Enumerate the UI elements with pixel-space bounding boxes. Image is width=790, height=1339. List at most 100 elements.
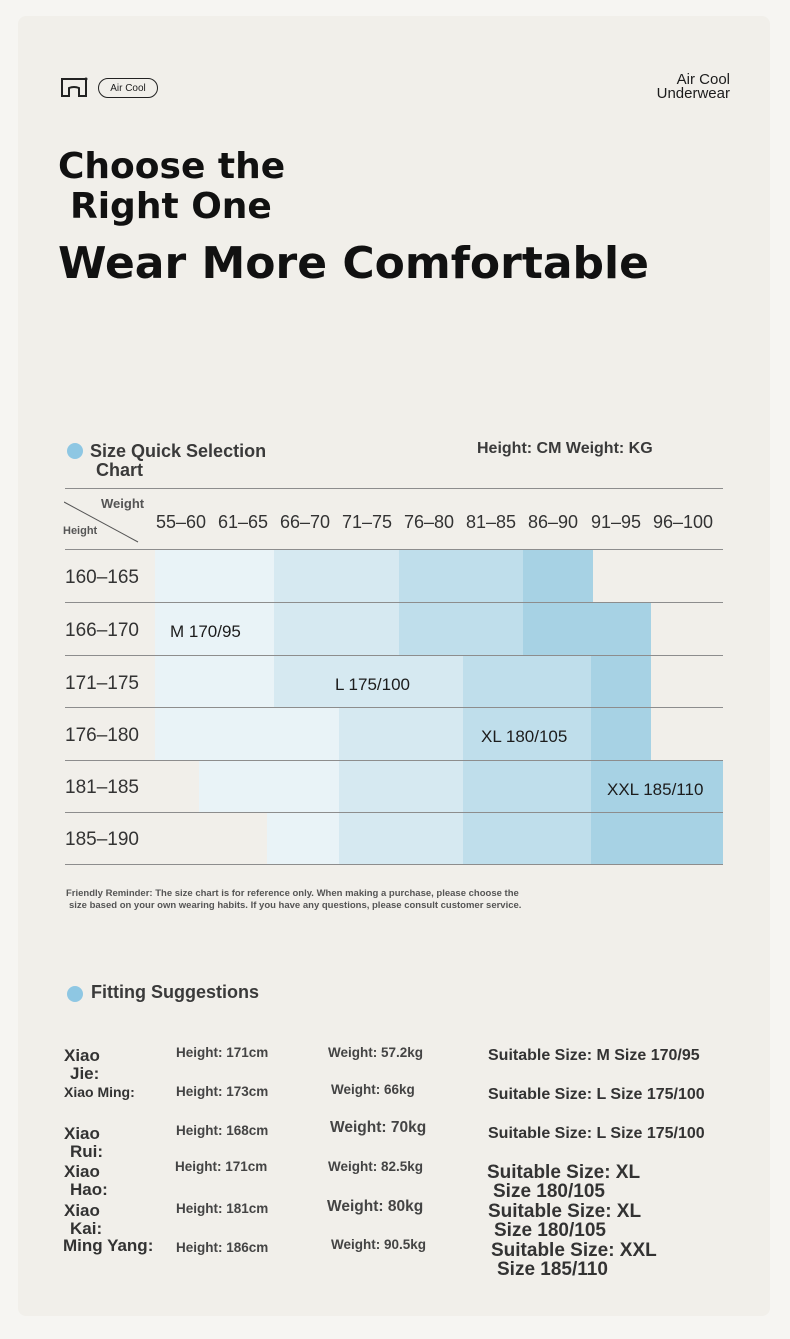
fit-name: Ming Yang: xyxy=(63,1236,154,1255)
height-row-label: 176–180 xyxy=(65,725,139,746)
size-region-xxl xyxy=(591,708,651,761)
size-chart-title: Size Quick Selection Chart xyxy=(90,442,266,480)
fit-weight: Weight: 90.5kg xyxy=(331,1237,427,1252)
fit-size: Suitable Size: L Size 175/100 xyxy=(488,1125,705,1142)
brand-line-1: Air Cool xyxy=(676,71,730,88)
fit-size-line-1: Suitable Size: XXL xyxy=(491,1240,657,1261)
fit-size-line-1: Suitable Size: XL xyxy=(488,1201,642,1222)
size-region-l xyxy=(274,550,399,603)
fit-size: Suitable Size: XL Size 180/105 xyxy=(488,1202,641,1240)
weight-header: 96–100 xyxy=(652,512,714,532)
size-region-l xyxy=(274,603,399,656)
fit-name-line-1: Xiao xyxy=(64,1162,100,1181)
weight-header: 76–80 xyxy=(403,512,455,532)
corner-diagonal xyxy=(64,501,139,543)
fitting-title: Fitting Suggestions xyxy=(91,982,259,1002)
size-label-m: M 170/95 xyxy=(170,622,241,641)
size-region-m xyxy=(199,761,339,813)
fit-size: Suitable Size: XL Size 180/105 xyxy=(487,1163,640,1201)
fit-weight: Weight: 82.5kg xyxy=(328,1159,424,1174)
row-rule xyxy=(65,549,723,550)
weight-header: 61–65 xyxy=(217,512,269,532)
fit-name-line-1: Xiao xyxy=(64,1124,100,1143)
headline-line-2: Right One xyxy=(70,186,272,227)
size-region-m xyxy=(155,603,274,656)
fit-name-line-1: Xiao xyxy=(64,1046,100,1065)
weight-header: 71–75 xyxy=(341,512,393,532)
fit-name-line-2: Rui: xyxy=(70,1142,104,1161)
fit-name-line-2: Jie: xyxy=(70,1064,100,1083)
section-bullet xyxy=(67,986,83,1002)
fit-name-line-2: Hao: xyxy=(70,1180,108,1199)
fit-height: Height: 181cm xyxy=(176,1201,269,1216)
fit-weight: Weight: 70kg xyxy=(330,1119,427,1136)
fit-height: Height: 186cm xyxy=(176,1240,269,1255)
table-top-rule xyxy=(65,488,723,489)
fit-name: Xiao Kai: xyxy=(64,1202,102,1238)
size-region-xxl xyxy=(523,603,651,656)
brand-name: Air Cool Underwear xyxy=(640,71,730,102)
fit-size-line-2: Size 185/110 xyxy=(497,1259,608,1280)
weight-header: 55–60 xyxy=(155,512,207,532)
size-region-xl xyxy=(399,603,523,656)
briefs-icon xyxy=(61,77,88,97)
reminder-line-1: Friendly Reminder: The size chart is for… xyxy=(66,888,519,899)
height-row-label: 171–175 xyxy=(65,673,139,694)
size-label-xxl: XXL 185/110 xyxy=(607,780,704,799)
fit-size-line-2: Size 180/105 xyxy=(494,1220,606,1241)
fit-name-line-1: Xiao xyxy=(64,1201,100,1220)
size-region-m xyxy=(155,708,339,761)
size-region-m xyxy=(155,656,274,708)
headline-line-1: Choose the xyxy=(58,146,286,187)
fit-name: Xiao Ming: xyxy=(64,1084,135,1100)
weight-header: 91–95 xyxy=(590,512,642,532)
size-region-m xyxy=(267,813,339,865)
corner-height-label: Height xyxy=(63,525,98,537)
size-region-xl xyxy=(463,708,591,761)
row-rule xyxy=(65,602,723,603)
weight-header: 66–70 xyxy=(279,512,331,532)
size-label-xl: XL 180/105 xyxy=(481,727,568,746)
weight-header: 86–90 xyxy=(527,512,579,532)
fit-name: Xiao Hao: xyxy=(64,1163,108,1199)
section-bullet xyxy=(67,443,83,459)
size-region-xl xyxy=(463,813,591,865)
size-region-xxl xyxy=(591,656,651,708)
fit-size: Suitable Size: L Size 175/100 xyxy=(488,1086,705,1103)
row-rule xyxy=(65,655,723,656)
weight-header: 81–85 xyxy=(465,512,517,532)
row-rule xyxy=(65,760,723,761)
fit-height: Height: 171cm xyxy=(176,1045,269,1060)
row-rule xyxy=(65,812,723,813)
air-cool-badge: Air Cool xyxy=(98,78,158,98)
size-region-xl xyxy=(463,656,591,708)
fit-weight: Weight: 80kg xyxy=(327,1198,424,1215)
size-region-l xyxy=(339,813,463,865)
brand-line-2: Underwear xyxy=(656,85,730,102)
fit-size: Suitable Size: M Size 170/95 xyxy=(488,1047,700,1064)
fit-height: Height: 171cm xyxy=(175,1159,268,1174)
fit-name-line-2: Kai: xyxy=(70,1219,103,1238)
size-region-xxl xyxy=(591,761,723,813)
reminder-line-2: size based on your own wearing habits. I… xyxy=(69,900,522,911)
size-chart-title-line-2: Chart xyxy=(96,460,144,480)
fit-size-line-2: Size 180/105 xyxy=(493,1181,605,1202)
fit-size-line-1: Suitable Size: XL xyxy=(487,1162,641,1183)
size-region-xxl xyxy=(523,550,593,603)
fit-weight: Weight: 57.2kg xyxy=(328,1045,424,1060)
headline-line-3: Wear More Comfortable xyxy=(58,238,649,289)
corner-weight-label: Weight xyxy=(101,496,145,511)
size-chart-title-line-1: Size Quick Selection xyxy=(90,441,267,461)
size-region-l xyxy=(339,708,463,761)
friendly-reminder: Friendly Reminder: The size chart is for… xyxy=(66,888,706,912)
fit-name: Xiao Jie: xyxy=(64,1047,100,1083)
size-region-m xyxy=(155,550,274,603)
height-row-label: 181–185 xyxy=(65,777,139,798)
size-region-l xyxy=(274,656,463,708)
units-label: Height: CM Weight: KG xyxy=(477,440,653,457)
size-label-l: L 175/100 xyxy=(335,675,410,694)
fit-height: Height: 168cm xyxy=(176,1123,269,1138)
size-region-l xyxy=(339,761,463,813)
size-region-xxl xyxy=(591,813,723,865)
height-row-label: 160–165 xyxy=(65,567,139,588)
